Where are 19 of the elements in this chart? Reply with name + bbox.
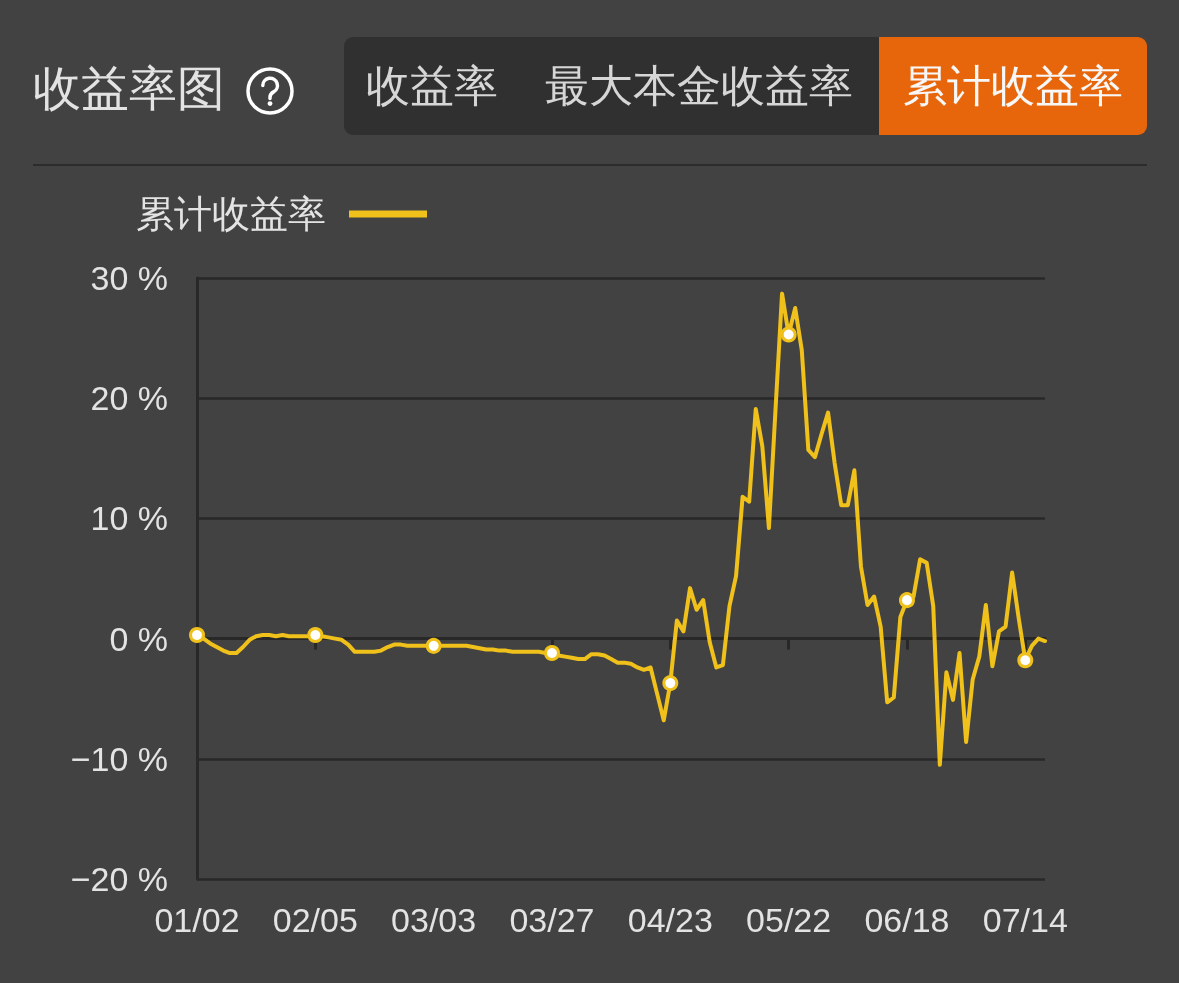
y-tick-label: −20 % — [70, 860, 168, 898]
x-tick-label: 07/14 — [982, 901, 1068, 939]
x-tick-label: 03/03 — [391, 901, 477, 939]
tab-label: 最大本金收益率 — [545, 61, 853, 111]
legend-label: 累计收益率 — [136, 193, 326, 235]
x-tick-label: 05/22 — [746, 901, 832, 939]
y-tick-label: −10 % — [70, 739, 168, 778]
x-tick-label: 04/23 — [627, 901, 713, 939]
tab-label: 累计收益率 — [903, 61, 1123, 111]
y-tick-label: 0 % — [109, 619, 168, 658]
x-tick-label: 03/27 — [509, 901, 595, 939]
chart-title: 收益率图 — [33, 62, 225, 116]
x-tick-label: 02/05 — [272, 901, 358, 939]
y-tick-label: 20 % — [90, 379, 168, 418]
tab-label: 收益率 — [365, 61, 498, 111]
y-tick-label: 30 % — [90, 259, 168, 297]
x-tick-label: 06/18 — [864, 901, 950, 939]
y-tick-label: 10 % — [90, 499, 168, 538]
x-tick-label: 01/02 — [154, 901, 240, 939]
